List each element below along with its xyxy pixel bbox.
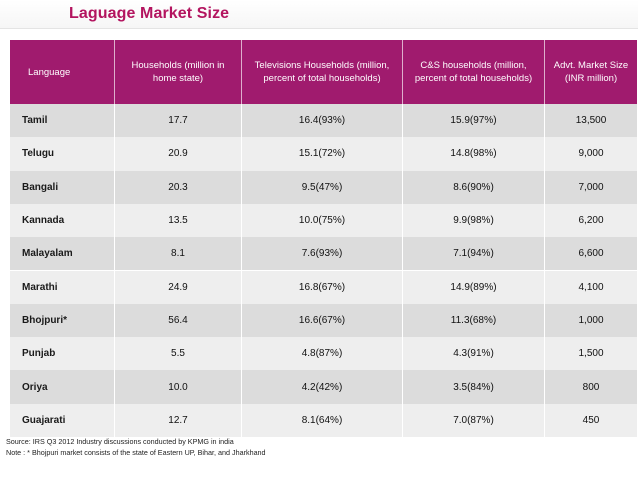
- cell-advt-market: 1,500: [578, 348, 604, 360]
- cell-cs-households: 14.9(89%): [450, 281, 497, 293]
- cell-cs-households: 11.3(68%): [450, 314, 497, 326]
- cell-tv-households: 7.6(93%): [301, 248, 343, 260]
- cell-language: Tamil: [22, 115, 48, 127]
- table-row: Punjab 5.5 4.8(87%) 4.3(91%) 1,500: [10, 337, 637, 371]
- table-row: Malayalam 8.1 7.6(93%) 7.1(94%) 6,600: [10, 237, 637, 271]
- cell-households: 24.9: [168, 281, 188, 293]
- table-row: Telugu 20.9 15.1(72%) 14.8(98%) 9,000: [10, 137, 637, 171]
- cell-tv-households: 16.4(93%): [298, 115, 346, 127]
- table-row: Kannada 13.5 10.0(75%) 9.9(98%) 6,200: [10, 203, 637, 238]
- column-divider: [114, 104, 115, 437]
- cell-advt-market: 6,200: [578, 215, 604, 227]
- title-bar: Laguage Market Size: [0, 0, 638, 28]
- cell-cs-households: 14.8(98%): [450, 148, 497, 160]
- page-title: Laguage Market Size: [69, 5, 230, 22]
- table-body: Tamil 17.7 16.4(93%) 15.9(97%) 13,500 Telugu 2…: [10, 104, 637, 437]
- cell-advt-market: 800: [582, 381, 600, 393]
- cell-cs-households: 7.1(94%): [453, 248, 494, 260]
- table-row: Bhojpuri* 56.4 16.6(67%) 11.3(68%) 1,000: [10, 303, 637, 338]
- cell-households: 20.3: [168, 181, 188, 193]
- cell-cs-households: 4.3(91%): [453, 348, 494, 360]
- cell-households: 10.0: [168, 381, 188, 393]
- cell-tv-households: 9.5(47%): [301, 181, 343, 193]
- cell-language: Malayalam: [22, 248, 73, 260]
- cell-cs-households: 9.9(98%): [453, 215, 494, 227]
- table-row: Guajarati 12.7 8.1(64%) 7.0(87%) 450: [10, 403, 637, 437]
- source-note: Source: IRS Q3 2012 Industry discussions…: [6, 437, 234, 446]
- cell-households: 8.1: [171, 248, 185, 260]
- cell-cs-households: 3.5(84%): [453, 381, 494, 393]
- cell-cs-households: 7.0(87%): [453, 414, 494, 426]
- column-divider: [241, 104, 242, 437]
- cell-advt-market: 9,000: [578, 148, 604, 160]
- cell-language: Oriya: [22, 381, 48, 393]
- cell-language: Kannada: [22, 215, 65, 227]
- cell-households: 20.9: [168, 148, 188, 160]
- footnotes: Source: IRS Q3 2012 Industry discussions…: [6, 437, 266, 458]
- cell-households: 56.4: [168, 314, 188, 326]
- header-divider: [402, 40, 403, 104]
- cell-tv-households: 10.0(75%): [298, 215, 346, 227]
- cell-households: 12.7: [168, 414, 188, 426]
- cell-language: Punjab: [22, 348, 56, 360]
- table-row: Oriya 10.0 4.2(42%) 3.5(84%) 800: [10, 370, 637, 404]
- column-divider: [544, 104, 545, 437]
- cell-tv-households: 16.6(67%): [298, 314, 346, 326]
- cell-households: 17.7: [168, 115, 188, 127]
- cell-advt-market: 7,000: [578, 181, 604, 193]
- header-divider: [114, 40, 115, 104]
- header-language: Language: [28, 66, 71, 78]
- header-divider: [241, 40, 242, 104]
- cell-language: Telugu: [22, 148, 55, 160]
- cell-advt-market: 450: [582, 414, 600, 426]
- header-tv-households: Televisions Households (million, percent…: [254, 60, 390, 84]
- cell-language: Marathi: [22, 281, 58, 293]
- header-cs-households: C&S households (million, percent of tota…: [414, 60, 533, 84]
- cell-advt-market: 1,000: [578, 314, 604, 326]
- cell-cs-households: 15.9(97%): [450, 115, 497, 127]
- cell-tv-households: 4.2(42%): [301, 381, 343, 393]
- cell-tv-households: 16.8(67%): [298, 281, 346, 293]
- cell-households: 5.5: [171, 348, 185, 360]
- cell-advt-market: 6,600: [578, 248, 604, 260]
- cell-language: Bangali: [22, 181, 59, 193]
- header-advt-market: Advt. Market Size (INR million): [553, 60, 629, 84]
- table-row: Marathi 24.9 16.8(67%) 14.9(89%) 4,100: [10, 270, 637, 304]
- table-row: Bangali 20.3 9.5(47%) 8.6(90%) 7,000: [10, 170, 637, 204]
- cell-tv-households: 8.1(64%): [301, 414, 343, 426]
- column-divider: [402, 104, 403, 437]
- header-households: Households (million in home state): [131, 60, 225, 84]
- cell-language: Bhojpuri*: [22, 314, 67, 326]
- cell-advt-market: 13,500: [575, 115, 607, 127]
- cell-tv-households: 4.8(87%): [301, 348, 343, 360]
- cell-households: 13.5: [168, 215, 188, 227]
- cell-advt-market: 4,100: [578, 281, 604, 293]
- cell-language: Guajarati: [22, 414, 66, 426]
- header-divider: [544, 40, 545, 104]
- market-size-table: Language Households (million in home sta…: [10, 40, 637, 437]
- table-row: Tamil 17.7 16.4(93%) 15.9(97%) 13,500: [10, 104, 637, 138]
- bhojpuri-note: Note : * Bhojpuri market consists of the…: [6, 447, 266, 457]
- cell-tv-households: 15.1(72%): [298, 148, 346, 160]
- table-header-row: Language Households (million in home sta…: [10, 40, 637, 104]
- title-divider: [0, 28, 638, 29]
- cell-cs-households: 8.6(90%): [453, 181, 494, 193]
